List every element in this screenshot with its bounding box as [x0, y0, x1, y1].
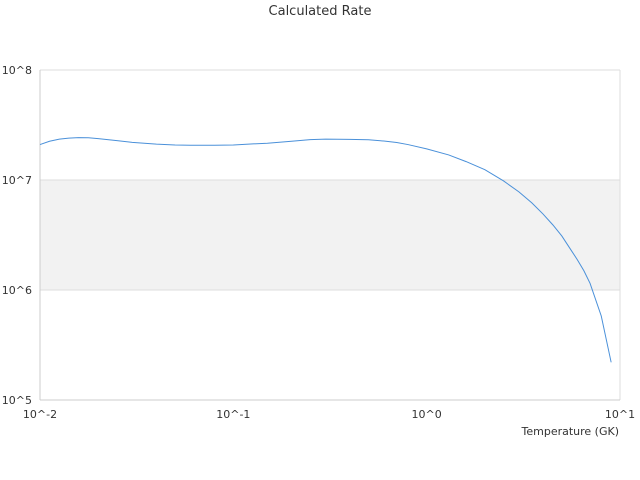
y-tick-label: 10^6 [2, 284, 32, 297]
y-tick-label: 10^8 [2, 64, 32, 77]
chart-title: Calculated Rate [268, 4, 372, 19]
series-line-0 [39, 137, 612, 363]
y-tick-label: 10^7 [2, 174, 32, 187]
x-tick-label: 10^1 [605, 408, 635, 421]
x-axis-label: Temperature (GK) [521, 425, 620, 438]
x-tick-label: 10^0 [412, 408, 442, 421]
shaded-band [40, 180, 620, 290]
x-tick-label: 10^-1 [216, 408, 250, 421]
x-tick-label: 10^-2 [23, 408, 57, 421]
y-tick-label: 10^5 [2, 394, 32, 407]
